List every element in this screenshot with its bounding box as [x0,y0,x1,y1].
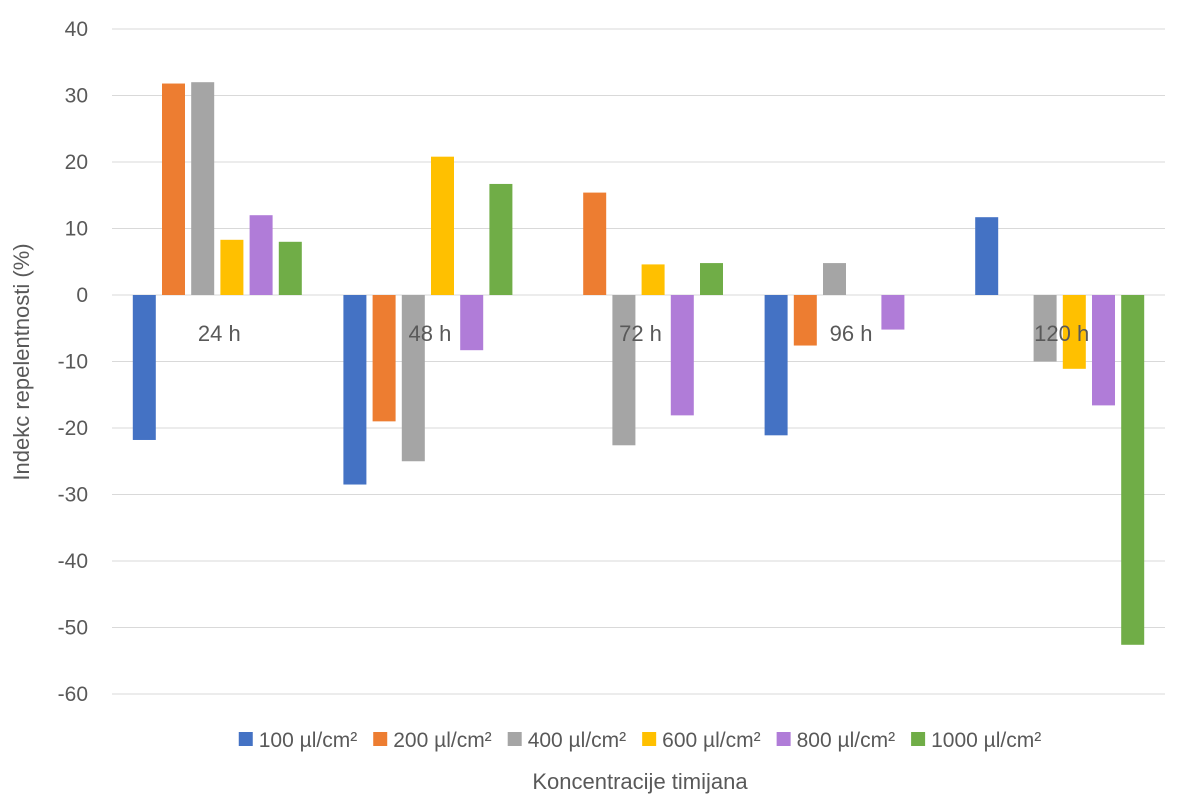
legend-label: 1000 µl/cm² [931,729,1041,752]
y-tick-label: -10 [58,351,88,374]
y-tick-label: 0 [76,284,88,307]
bar [278,241,302,295]
y-tick-label: 20 [65,151,88,174]
category-label: 120 h [1034,321,1089,346]
x-axis-title: Koncentracije timijana [532,769,748,794]
legend-item: 800 µl/cm² [776,729,895,752]
y-tick-label: -20 [58,417,88,440]
legend-label: 100 µl/cm² [259,729,357,752]
legend-label: 200 µl/cm² [393,729,491,752]
bar [343,295,367,485]
category-label: 24 h [198,321,241,346]
bar [489,183,513,295]
bar [1062,295,1086,369]
bar [641,264,665,295]
category-labels: 24 h 48 h 72 h 96 h 120 h [198,321,1089,346]
bar [975,217,999,295]
bar [764,295,788,436]
bar [700,263,723,295]
y-tick-label: 40 [65,18,88,41]
y-tick-label: 10 [65,218,88,241]
legend-swatch [238,732,253,746]
category-label: 48 h [408,321,451,346]
bar [431,156,454,295]
bar [372,295,396,422]
legend-label: 400 µl/cm² [528,729,626,752]
y-axis-tick-labels: 40 30 20 10 0 -10 -20 -30 -40 -50 -60 [58,18,88,706]
legend-swatch [373,732,388,746]
category-label: 72 h [619,321,662,346]
legend-item: 100 µl/cm² [238,729,357,752]
legend-item: 400 µl/cm² [507,729,626,752]
y-tick-label: -50 [58,617,88,640]
y-tick-label: -40 [58,550,88,573]
bar [612,295,636,446]
legend: 100 µl/cm² 200 µl/cm² 400 µl/cm² 600 µl/cm²… [238,729,1041,752]
legend-label: 800 µl/cm² [797,729,895,752]
legend-swatch [776,732,791,746]
bar [460,295,484,351]
bar [583,192,607,295]
bar [249,215,273,295]
bar [162,83,185,295]
legend-label: 600 µl/cm² [662,729,760,752]
legend-swatch [911,732,926,746]
gridlines [112,28,1165,695]
y-tick-label: -30 [58,484,88,507]
bar [220,239,244,295]
y-axis-title: Indekc repelentnosti (%) [9,243,34,480]
legend-item: 200 µl/cm² [373,729,492,752]
bar [881,295,905,330]
legend-swatch [507,732,522,746]
bar [823,263,846,295]
category-label: 96 h [830,321,873,346]
bar [401,295,425,462]
y-tick-label: -60 [58,683,88,706]
legend-swatch [642,732,657,746]
bar [132,295,156,440]
bar [670,295,694,416]
bar [1121,295,1145,645]
legend-item: 1000 µl/cm² [911,729,1041,752]
y-tick-label: 30 [65,85,88,108]
bars [132,82,1145,645]
bar [1033,295,1057,362]
bar [1092,295,1115,406]
legend-item: 600 µl/cm² [642,729,761,752]
bar [793,295,817,346]
bar [191,82,215,295]
